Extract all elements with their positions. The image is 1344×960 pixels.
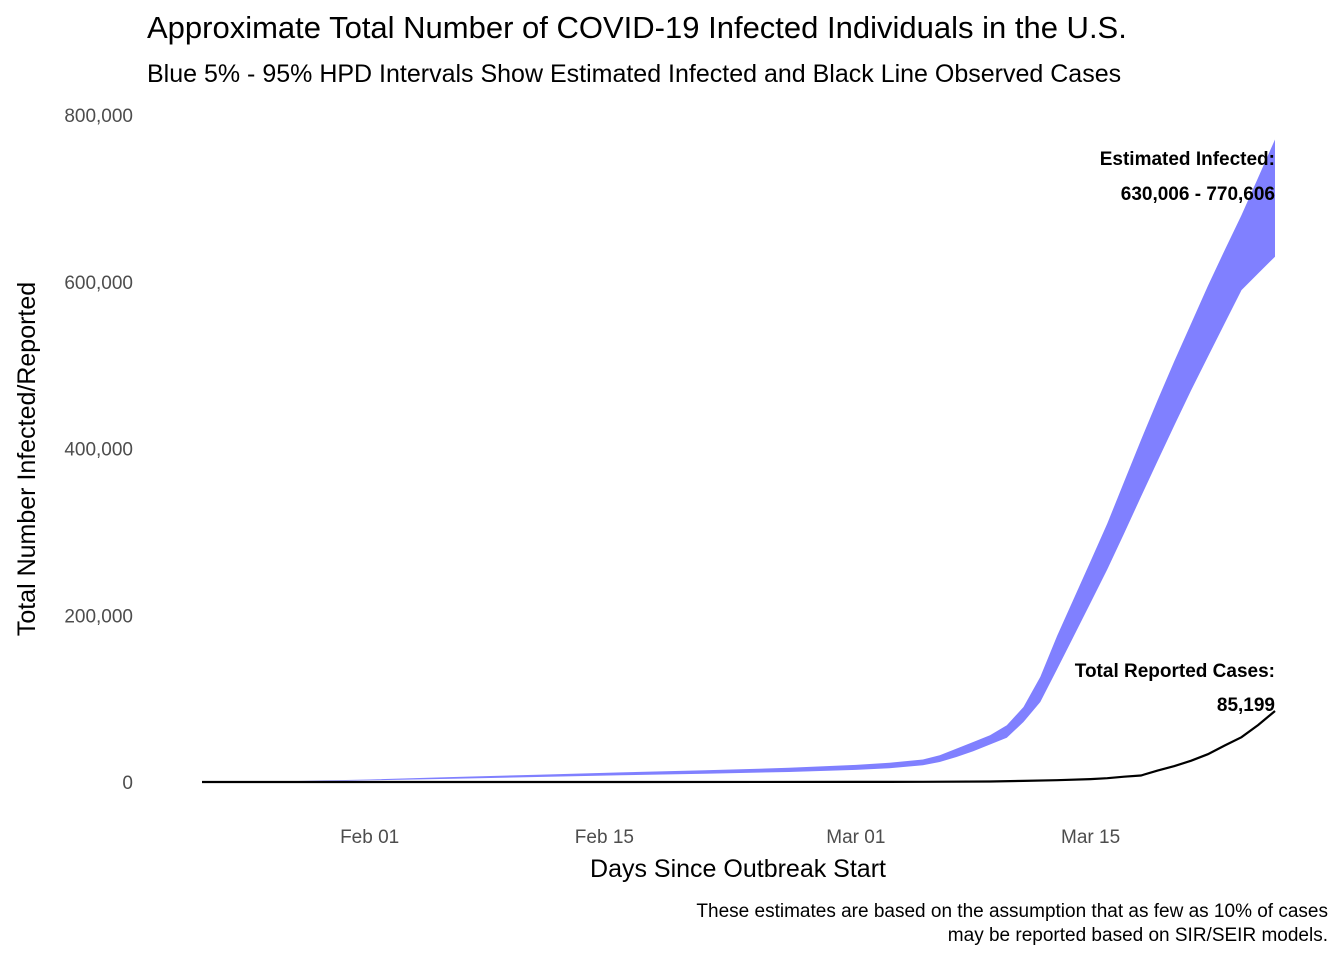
estimated-infected-label: Estimated Infected:: [1100, 149, 1275, 170]
y-tick-label: 600,000: [64, 273, 133, 294]
hpd-interval-band: [202, 139, 1275, 782]
reported-cases-value: 85,199: [1217, 695, 1275, 716]
x-tick-label: Mar 01: [826, 827, 885, 848]
y-tick-label: 0: [122, 773, 133, 794]
x-axis-title: Days Since Outbreak Start: [590, 855, 886, 883]
y-tick-label: 400,000: [64, 440, 133, 461]
chart-subtitle: Blue 5% - 95% HPD Intervals Show Estimat…: [147, 60, 1122, 88]
y-axis-title: Total Number Infected/Reported: [13, 282, 41, 636]
chart-title: Approximate Total Number of COVID-19 Inf…: [147, 10, 1127, 45]
caption-line-2: may be reported based on SIR/SEIR models…: [948, 925, 1328, 946]
reported-cases-line: [202, 710, 1276, 784]
estimated-infected-range: 630,006 - 770,606: [1121, 184, 1275, 205]
x-tick-label: Feb 01: [340, 827, 399, 848]
y-tick-label: 200,000: [64, 606, 133, 627]
reported-cases-label: Total Reported Cases:: [1075, 661, 1275, 682]
x-tick-label: Feb 15: [575, 827, 634, 848]
caption-line-1: These estimates are based on the assumpt…: [696, 901, 1328, 922]
y-tick-label: 800,000: [64, 106, 133, 127]
x-tick-label: Mar 15: [1061, 827, 1120, 848]
